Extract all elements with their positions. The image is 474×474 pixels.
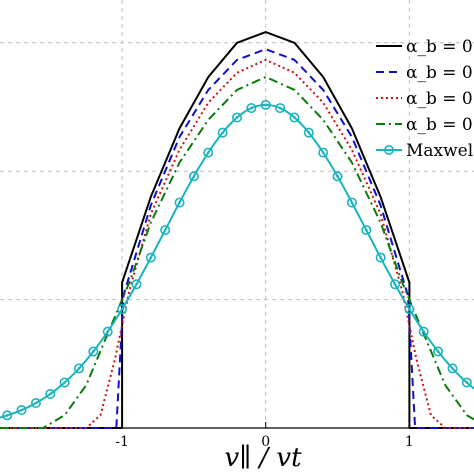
maxwell-marker-dot-4 (63, 381, 66, 384)
maxwell-marker-dot-11 (163, 228, 167, 232)
maxwell-marker-28 (404, 304, 415, 315)
maxwell-marker-11 (160, 225, 171, 236)
legend-label-2: α_b = 0.0 (406, 89, 474, 109)
series-line-1 (0, 48, 474, 429)
maxwell-marker-25 (361, 225, 372, 236)
maxwell-marker-dot-17 (250, 106, 253, 110)
maxwell-marker-22 (318, 147, 329, 158)
maxwell-marker-30 (433, 346, 444, 357)
maxwell-marker-1 (16, 405, 27, 416)
maxwell-marker-dot-23 (336, 175, 339, 178)
maxwell-marker-15 (217, 127, 228, 138)
maxwell-marker-dot-15 (221, 131, 224, 134)
maxwell-marker-17 (246, 103, 257, 114)
maxwell-marker-4 (59, 377, 70, 388)
maxwell-marker-2 (30, 398, 41, 409)
maxwell-marker-dot-18 (264, 103, 268, 107)
legend-label-0: α_b = 0 (406, 37, 473, 57)
maxwell-marker-dot-10 (149, 256, 153, 259)
maxwell-marker-dot-2 (34, 401, 38, 405)
legend-label-4: Maxwel (406, 141, 473, 161)
maxwell-marker-dot-13 (192, 175, 196, 178)
maxwell-marker-dot-24 (350, 201, 354, 204)
maxwell-marker-dot-22 (321, 151, 325, 154)
maxwell-marker-dot-6 (92, 350, 95, 353)
maxwell-marker-29 (418, 326, 429, 337)
series-line-2 (0, 58, 474, 429)
maxwell-marker-dot-29 (422, 330, 426, 333)
maxwell-marker-dot-9 (135, 282, 138, 286)
legend: α_b = 0 α_b = 0.0 α_b = 0.0 α_b = 0.0 Maxwel (376, 37, 474, 161)
maxwell-marker-dot-20 (293, 116, 296, 119)
series-line-3 (0, 76, 474, 429)
legend-label-3: α_b = 0.0 (406, 115, 474, 135)
maxwell-marker-31 (447, 363, 458, 374)
x-tick-label-0: -1 (115, 434, 129, 450)
maxwell-marker-dot-21 (307, 131, 311, 134)
maxwell-marker-18 (260, 99, 271, 110)
maxwell-marker-dot-27 (393, 282, 397, 286)
maxwell-marker-7 (102, 326, 113, 337)
maxwell-marker-dot-14 (206, 151, 210, 154)
series-line-0 (0, 31, 474, 429)
maxwell-marker-24 (346, 197, 357, 208)
maxwell-marker-6 (88, 346, 99, 357)
x-axis-label: v∥ / vt (224, 443, 302, 473)
maxwell-marker-dot-25 (364, 228, 368, 232)
x-tick-labels: -1 0 1 (115, 434, 414, 450)
maxwell-marker-19 (275, 103, 286, 114)
maxwell-marker-26 (375, 252, 386, 263)
grid-lines (0, 0, 474, 428)
maxwell-marker-32 (461, 377, 472, 388)
maxwell-marker-dot-19 (278, 106, 282, 110)
maxwell-marker-10 (145, 252, 156, 263)
maxwell-marker-23 (332, 171, 343, 182)
maxwell-marker-9 (131, 279, 142, 290)
maxwell-marker-dot-3 (48, 392, 52, 396)
maxwell-marker-dot-16 (235, 116, 239, 119)
maxwell-marker-0 (2, 410, 13, 421)
maxwell-marker-dot-12 (178, 201, 181, 204)
legend-label-1: α_b = 0.0 (406, 63, 474, 83)
legend-marker-maxwell (383, 145, 394, 156)
maxwell-marker-27 (389, 279, 400, 290)
series-group (0, 31, 474, 429)
x-tick-label-2: 1 (405, 434, 414, 450)
maxwell-marker-3 (45, 388, 56, 399)
maxwell-marker-14 (203, 147, 214, 158)
maxwell-marker-dot-28 (408, 307, 411, 311)
maxwell-marker-dot-31 (451, 367, 454, 370)
maxwell-marker-dot-1 (20, 408, 23, 412)
maxwell-marker-12 (174, 197, 185, 208)
maxwell-marker-dot-32 (465, 381, 469, 384)
maxwell-marker-8 (117, 304, 128, 315)
maxwell-marker-21 (303, 127, 314, 138)
maxwell-marker-20 (289, 112, 300, 123)
maxwell-marker-5 (74, 363, 85, 374)
maxwell-marker-dot-30 (436, 350, 440, 353)
maxwell-marker-dot-5 (77, 367, 81, 370)
maxwell-marker-dot-26 (379, 256, 382, 259)
maxwell-marker-dot-8 (120, 307, 124, 311)
maxwell-marker-13 (188, 171, 199, 182)
x-tick-label-1: 0 (261, 434, 270, 450)
maxwell-marker-dot-0 (5, 414, 9, 417)
maxwell-marker-dot-7 (106, 330, 110, 333)
maxwell-marker-16 (232, 112, 243, 123)
